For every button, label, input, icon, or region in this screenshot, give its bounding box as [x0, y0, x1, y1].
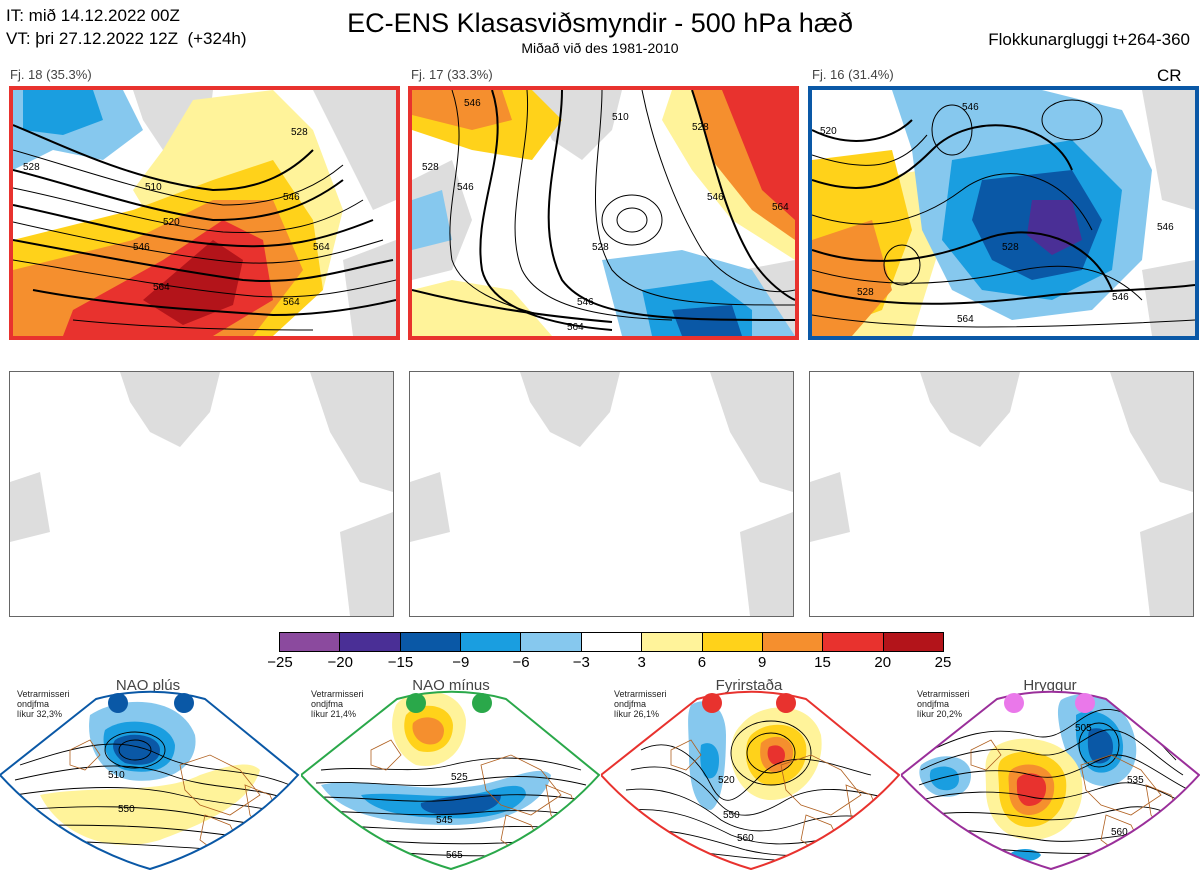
svg-text:550: 550 — [118, 804, 135, 815]
colorbar-tick-label: −15 — [387, 654, 414, 671]
regime-map-1: 510 550 — [0, 690, 300, 871]
panel-label-1: Fj. 18 (35.3%) — [10, 67, 92, 82]
svg-text:505: 505 — [1075, 723, 1092, 734]
svg-text:564: 564 — [772, 202, 789, 213]
empty-map-2 — [409, 371, 794, 617]
regime-note-4: Vetrarmisseri ondjfma líkur 20,2% — [917, 689, 970, 719]
svg-text:528: 528 — [422, 162, 439, 173]
cluster-map-2: 546 528 510 528 546 564 546 528 564 546 — [408, 86, 799, 340]
colorbar-tick-label: 9 — [758, 654, 767, 671]
svg-text:564: 564 — [957, 314, 974, 325]
svg-text:510: 510 — [612, 112, 629, 123]
regime-map-4: 505 535 560 — [901, 690, 1200, 871]
page-subtitle: Miðað við des 1981-2010 — [521, 40, 679, 56]
cluster-map-3: 520 546 528 546 564 528 546 — [808, 86, 1199, 340]
regime-name-2: NAO mínus — [412, 677, 490, 694]
colorbar — [279, 632, 944, 652]
colorbar-swatch — [461, 633, 522, 651]
svg-text:528: 528 — [857, 287, 874, 298]
panel-label-2: Fj. 17 (33.3%) — [411, 67, 493, 82]
colorbar-swatch — [883, 633, 943, 651]
page-title: EC-ENS Klasasviðsmyndir - 500 hPa hæð — [347, 8, 853, 38]
colorbar-swatch — [400, 633, 462, 651]
colorbar-tick-label: 25 — [934, 654, 952, 671]
svg-text:550: 550 — [723, 810, 740, 821]
cr-badge: CR — [1157, 66, 1182, 85]
svg-text:564: 564 — [153, 282, 170, 293]
svg-text:564: 564 — [567, 322, 584, 333]
colorbar-swatch — [521, 633, 582, 651]
svg-text:546: 546 — [464, 98, 481, 109]
svg-text:564: 564 — [313, 242, 330, 253]
colorbar-swatch — [581, 633, 643, 651]
regime-map-3: 520 550 560 — [601, 690, 901, 871]
regime-note-3: Vetrarmisseri ondjfma líkur 26,1% — [614, 689, 667, 719]
colorbar-tick-label: 6 — [697, 654, 707, 671]
svg-text:560: 560 — [737, 833, 754, 844]
colorbar-tick-label: 3 — [637, 654, 646, 671]
svg-text:528: 528 — [1002, 242, 1019, 253]
colorbar-tick-label: 20 — [874, 654, 892, 671]
colorbar-swatch — [823, 633, 884, 651]
svg-text:528: 528 — [692, 122, 709, 133]
svg-text:520: 520 — [163, 217, 180, 228]
svg-text:528: 528 — [23, 162, 40, 173]
svg-text:546: 546 — [1112, 292, 1129, 303]
svg-text:510: 510 — [108, 770, 125, 781]
svg-text:546: 546 — [707, 192, 724, 203]
colorbar-swatch — [702, 633, 763, 651]
regime-name-1: NAO plús — [115, 677, 181, 694]
svg-text:525: 525 — [451, 772, 468, 783]
colorbar-tick-label: −9 — [452, 654, 470, 671]
regime-note-2: Vetrarmisseri ondjfma líkur 21,4% — [311, 689, 364, 719]
regime-name-4: Hryggur — [1023, 677, 1077, 694]
svg-text:546: 546 — [577, 297, 594, 308]
svg-text:560: 560 — [1111, 827, 1128, 838]
svg-text:510: 510 — [145, 182, 162, 193]
svg-text:545: 545 — [436, 815, 453, 826]
svg-text:565: 565 — [446, 850, 463, 861]
colorbar-tick-label: −25 — [267, 654, 293, 671]
classification-window: Flokkunargluggi t+264-360 — [988, 30, 1190, 49]
svg-text:546: 546 — [457, 182, 474, 193]
cluster-map-1: 510 520 546 564 564 564 546 528 528 — [9, 86, 400, 340]
colorbar-tick-label: −3 — [572, 654, 590, 671]
svg-text:546: 546 — [1157, 222, 1174, 233]
svg-text:528: 528 — [592, 242, 609, 253]
regime-row: Vetrarmisseri ondjfma líkur 32,3% NAO plús — [0, 675, 1200, 871]
colorbar-swatch — [642, 633, 703, 651]
colorbar-tick-label: −20 — [327, 654, 353, 671]
empty-map-3 — [809, 371, 1194, 617]
valid-time: VT: þri 27.12.2022 12Z (+324h) — [6, 29, 247, 48]
regime-map-2: 525 545 565 — [301, 690, 601, 871]
panel-label-3: Fj. 16 (31.4%) — [812, 67, 894, 82]
colorbar-swatch — [340, 633, 401, 651]
regime-note-1: Vetrarmisseri ondjfma líkur 32,3% — [17, 689, 70, 719]
svg-text:520: 520 — [820, 126, 837, 137]
svg-text:528: 528 — [291, 127, 308, 138]
svg-text:546: 546 — [133, 242, 150, 253]
regime-name-3: Fyrirstaða — [715, 677, 783, 694]
empty-map-1 — [9, 371, 394, 617]
svg-text:535: 535 — [1127, 775, 1144, 786]
colorbar-swatch — [280, 633, 341, 651]
svg-text:546: 546 — [283, 192, 300, 203]
svg-text:520: 520 — [718, 775, 735, 786]
issue-time: IT: mið 14.12.2022 00Z — [6, 6, 180, 25]
colorbar-tick-label: −6 — [512, 654, 530, 671]
colorbar-swatch — [762, 633, 824, 651]
svg-text:564: 564 — [283, 297, 300, 308]
svg-text:546: 546 — [962, 102, 979, 113]
colorbar-tick-label: 15 — [814, 654, 831, 671]
